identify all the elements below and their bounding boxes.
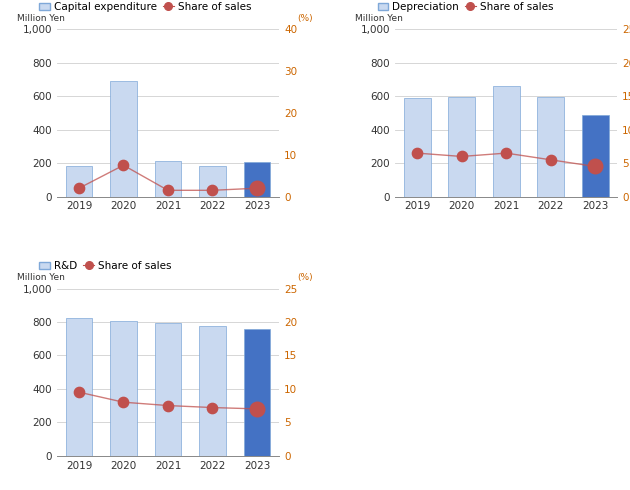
- Point: [546, 156, 556, 164]
- Bar: [244, 329, 270, 456]
- Bar: [110, 320, 137, 456]
- Legend: R&D, Share of sales: R&D, Share of sales: [35, 257, 176, 275]
- Point: [252, 184, 262, 192]
- Bar: [154, 323, 181, 456]
- Point: [163, 186, 173, 194]
- Point: [118, 161, 129, 169]
- Text: Million Yen: Million Yen: [16, 14, 64, 23]
- Bar: [449, 97, 475, 196]
- Bar: [110, 81, 137, 196]
- Point: [501, 149, 511, 157]
- Bar: [244, 162, 270, 196]
- Bar: [154, 162, 181, 196]
- Bar: [581, 115, 609, 196]
- Point: [207, 186, 217, 194]
- Point: [74, 388, 84, 396]
- Bar: [199, 166, 226, 196]
- Point: [163, 402, 173, 410]
- Point: [118, 398, 129, 406]
- Text: (%): (%): [297, 14, 312, 23]
- Point: [590, 163, 600, 171]
- Bar: [493, 86, 520, 196]
- Point: [252, 405, 262, 413]
- Point: [457, 152, 467, 160]
- Text: Million Yen: Million Yen: [16, 273, 64, 282]
- Bar: [199, 326, 226, 456]
- Legend: Capital expenditure, Share of sales: Capital expenditure, Share of sales: [35, 0, 255, 16]
- Bar: [66, 318, 93, 456]
- Point: [207, 404, 217, 412]
- Legend: Depreciation, Share of sales: Depreciation, Share of sales: [374, 0, 558, 16]
- Bar: [537, 97, 564, 196]
- Bar: [66, 167, 93, 196]
- Text: Million Yen: Million Yen: [355, 14, 403, 23]
- Bar: [404, 98, 430, 196]
- Point: [412, 149, 422, 157]
- Point: [74, 184, 84, 192]
- Text: (%): (%): [297, 273, 312, 282]
